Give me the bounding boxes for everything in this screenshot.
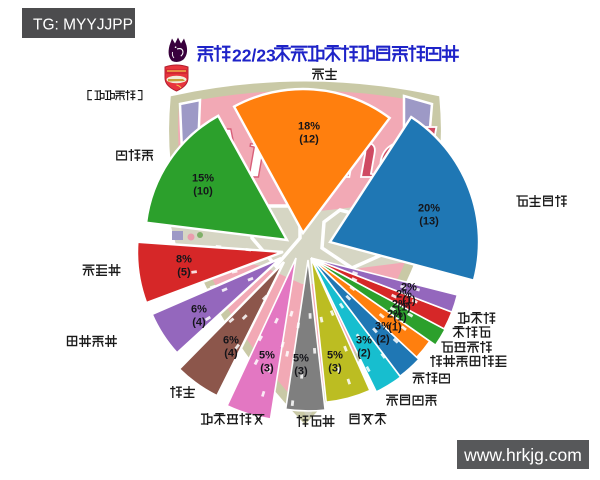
svg-text:(2): (2) (376, 334, 390, 346)
svg-text:2%: 2% (392, 299, 408, 311)
svg-text:8%: 8% (176, 254, 192, 266)
svg-text:6%: 6% (191, 304, 207, 316)
svg-text:2%: 2% (387, 309, 403, 321)
svg-text:(3): (3) (260, 363, 274, 375)
svg-text:(4): (4) (224, 348, 238, 360)
svg-text:(4): (4) (192, 317, 206, 329)
svg-text:2%: 2% (396, 289, 412, 301)
svg-text:www.hrkjg.com: www.hrkjg.com (463, 445, 582, 465)
svg-text:(2): (2) (357, 348, 371, 360)
svg-text:(10): (10) (193, 186, 213, 198)
svg-text:5%: 5% (293, 353, 309, 365)
svg-text:2%: 2% (401, 282, 417, 294)
svg-text:(5): (5) (177, 267, 191, 279)
svg-text:(12): (12) (299, 134, 319, 146)
svg-text:3%: 3% (356, 335, 372, 347)
svg-text:3%: 3% (375, 321, 391, 333)
svg-text:(1): (1) (393, 312, 407, 324)
svg-text:(13): (13) (419, 216, 439, 228)
svg-text:(1): (1) (397, 302, 411, 314)
svg-text:5%: 5% (259, 350, 275, 362)
svg-text:22/23: 22/23 (232, 46, 276, 66)
svg-text:(1): (1) (388, 322, 402, 334)
svg-text:18%: 18% (298, 121, 320, 133)
svg-text:6%: 6% (223, 335, 239, 347)
svg-text:20%: 20% (418, 203, 440, 215)
svg-text:TG: MYYJJPP: TG: MYYJJPP (33, 17, 133, 34)
svg-text:(3): (3) (328, 363, 342, 375)
svg-text:(3): (3) (294, 366, 308, 378)
svg-text:(1): (1) (402, 295, 416, 307)
svg-text:5%: 5% (327, 350, 343, 362)
svg-text:15%: 15% (192, 173, 214, 185)
